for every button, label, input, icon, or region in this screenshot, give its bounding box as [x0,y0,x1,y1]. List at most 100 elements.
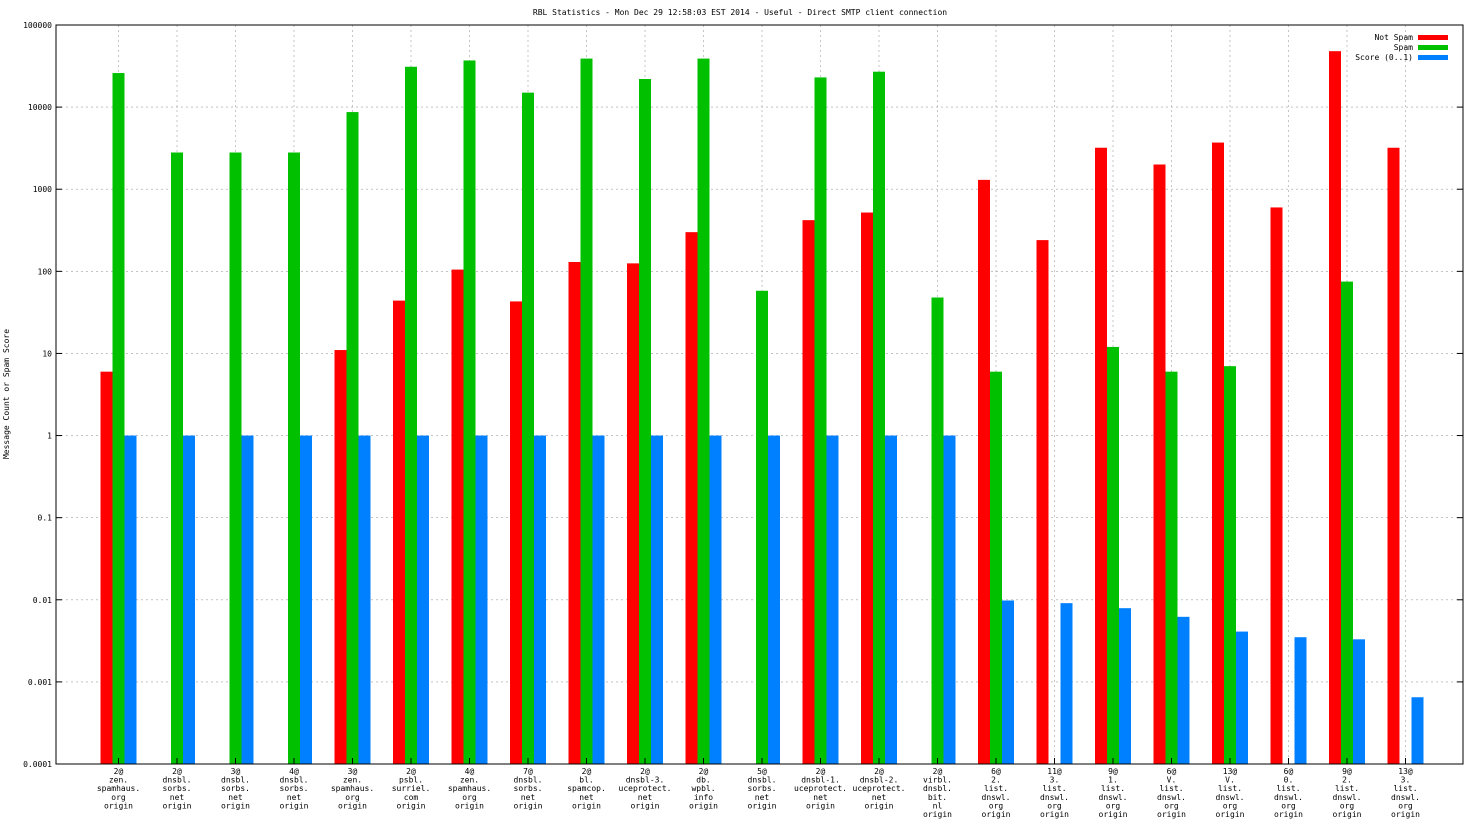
bar-score-0-1-8 [592,435,605,764]
legend-swatch [1418,55,1448,60]
x-tick-label: origin [397,801,426,810]
x-tick-label: 3. [1401,776,1411,785]
y-axis-ticks: 100000 10000 1000 100 10 1 0.1 0.01 0.001 0.0001 [23,21,1463,769]
x-tick-label: spamhaus. [331,784,374,793]
bar-spam-15 [990,371,1002,764]
x-tick-label: 3@ [348,767,358,776]
x-tick-label: org [1398,801,1413,810]
x-tick-label: origin [1157,810,1186,819]
x-tick-label: org [989,801,1004,810]
x-tick-label: virbl. [923,776,952,785]
bar-score-0-1-14 [943,435,956,764]
bar-score-0-1-12 [826,435,839,764]
bar-not-spam-22 [1387,147,1400,765]
x-tick-label: dnsbl. [514,776,543,785]
x-tick-label: 0. [1284,776,1294,785]
bar-not-spam-17 [1095,147,1107,765]
x-tick-label: 2@ [640,767,650,776]
x-tick-label: dnswl. [1099,793,1128,802]
x-tick-label: origin [455,801,484,810]
bar-spam-9 [639,78,651,765]
bar-not-spam-5 [393,300,405,764]
plot-frame [55,24,1464,765]
x-tick-label: spamcop. [567,784,606,793]
x-tick-label: zen. [109,776,128,785]
bar-not-spam-10 [685,232,698,764]
x-tick-label: list. [1218,784,1242,793]
bar-score-0-1-10 [709,435,722,764]
x-tick-label: dnsbl. [748,776,777,785]
y-axis-label: Message Count or Spam Score [2,329,11,459]
x-tick-label: 2@ [816,767,826,776]
x-tick-label: dnsbl. [163,776,192,785]
bar-spam-6 [463,60,476,764]
x-tick-label: info [694,793,713,802]
x-tick-label: surriel. [392,784,431,793]
bar-spam-19 [1224,366,1236,764]
x-tick-label: origin [806,801,835,810]
x-tick-label: 4@ [465,767,475,776]
x-tick-label: 2. [1342,776,1352,785]
x-tick-label: dnsbl-1. [801,776,840,785]
x-tick-label: uceprotect. [619,784,672,793]
x-tick-label: origin [221,801,250,810]
legend-swatch [1418,35,1448,40]
bar-spam-4 [346,112,359,764]
bar-score-0-1-1 [183,435,195,764]
legend-label: Spam [1394,43,1413,52]
x-tick-label: dnswl. [1333,793,1362,802]
bar-spam-2 [229,152,242,764]
x-tick-label: sorbs. [280,784,309,793]
x-tick-label: dnsbl. [280,776,309,785]
bar-score-0-1-20 [1294,637,1307,764]
bar-not-spam-7 [510,301,522,764]
x-tick-label: net [755,793,770,802]
x-tick-label: sorbs. [163,784,192,793]
x-tick-label: 6@ [1284,767,1294,776]
y-tick-label: 100000 [23,21,52,30]
x-tick-label: origin [1099,810,1128,819]
x-tick-label: spamhaus. [97,784,140,793]
x-tick-label: zen. [343,776,362,785]
x-tick-label: 2@ [172,767,182,776]
x-tick-label: list. [1276,784,1300,793]
bar-score-0-1-18 [1177,616,1190,764]
x-tick-label: org [1281,801,1296,810]
x-tick-label: 3@ [231,767,241,776]
x-tick-label: origin [865,801,894,810]
bar-spam-12 [814,77,827,764]
bar-spam-5 [405,66,417,765]
bar-spam-18 [1165,371,1178,764]
x-axis-ticks: 2@zen.spamhaus.orgorigin2@dnsbl.sorbs.ne… [97,758,1420,819]
x-tick-label: org [1340,801,1355,810]
x-tick-label: 2@ [582,767,592,776]
x-tick-label: org [1106,801,1121,810]
bar-score-0-1-2 [241,435,254,764]
bar-spam-13 [873,71,885,765]
x-tick-label: 6@ [991,767,1001,776]
x-tick-label: 2@ [874,767,884,776]
x-tick-label: zen. [460,776,479,785]
y-tick-label: 100 [38,267,53,276]
x-tick-label: list. [1393,784,1417,793]
y-tick-label: 0.0001 [23,760,52,769]
x-tick-label: net [228,793,243,802]
x-tick-label: org [1223,801,1238,810]
bar-score-0-1-4 [358,435,371,764]
x-tick-label: 4@ [289,767,299,776]
bar-score-0-1-22 [1411,697,1424,764]
x-tick-label: origin [338,801,367,810]
x-tick-label: net [872,793,887,802]
x-tick-label: dnswl. [1157,793,1186,802]
bar-score-0-1-11 [768,435,780,764]
x-tick-label: dnsbl-3. [626,776,665,785]
x-tick-label: org [345,793,360,802]
bar-not-spam-8 [568,261,581,764]
legend-label: Not Spam [1374,33,1413,42]
x-tick-label: 9@ [1108,767,1118,776]
x-tick-label: origin [1216,810,1245,819]
x-tick-label: list. [1159,784,1183,793]
bar-spam-8 [580,58,593,765]
bar-not-spam-21 [1329,51,1341,764]
